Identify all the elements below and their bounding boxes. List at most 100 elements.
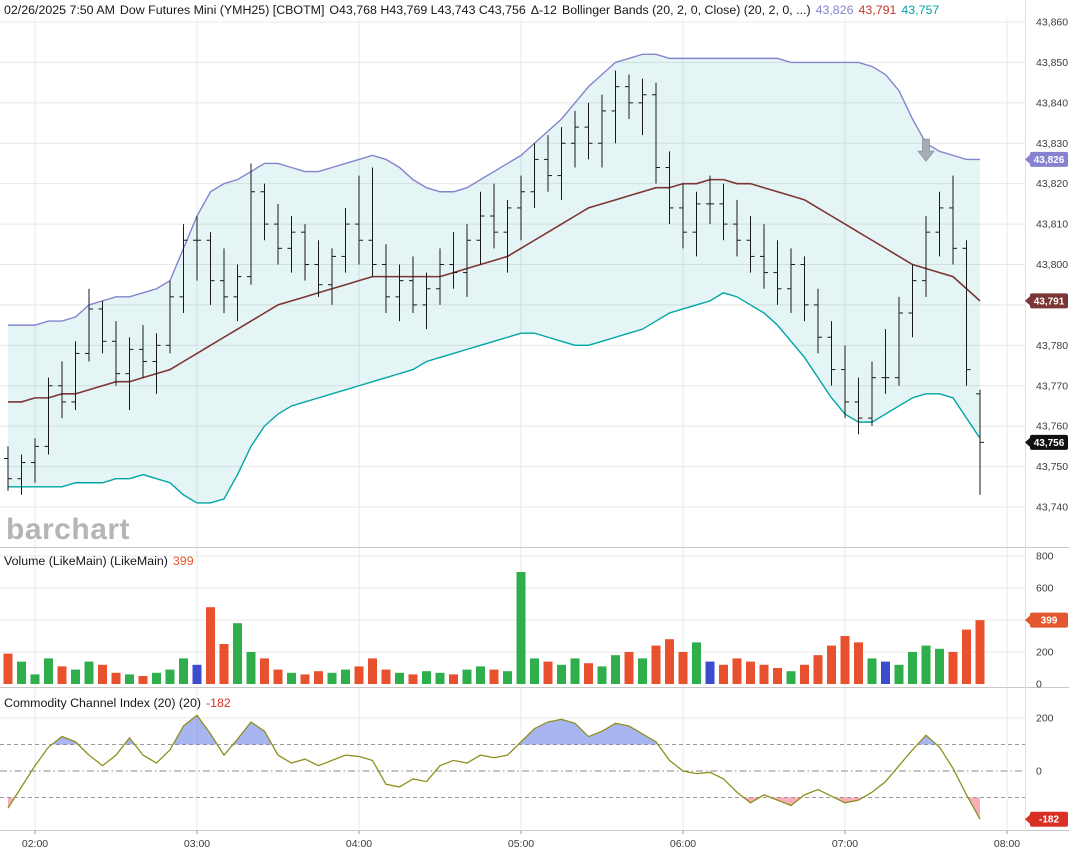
volume-bar bbox=[665, 639, 674, 684]
middle-band-badge bbox=[1030, 293, 1068, 309]
volume-bar bbox=[786, 671, 796, 684]
volume-bar bbox=[678, 652, 688, 684]
volume-bar bbox=[773, 668, 782, 684]
volume-bar bbox=[422, 671, 431, 684]
volume-bar bbox=[30, 674, 40, 684]
y-axis-tick-label: 43,750 bbox=[1036, 461, 1068, 473]
volume-bar bbox=[300, 674, 310, 684]
header-lower-band-value: 43,757 bbox=[901, 3, 940, 17]
cci-badge bbox=[1030, 811, 1068, 827]
volume-bar bbox=[921, 645, 931, 684]
y-axis-tick-label: 43,740 bbox=[1036, 502, 1068, 514]
volume-bar bbox=[3, 653, 13, 684]
volume-bar bbox=[84, 661, 94, 684]
volume-bar bbox=[962, 629, 971, 684]
volume-bar bbox=[881, 661, 890, 684]
upper-band-badge-tip bbox=[1025, 153, 1031, 165]
volume-bar bbox=[381, 669, 391, 684]
volume-bar bbox=[449, 674, 458, 684]
cci-axis-tick-label: 200 bbox=[1036, 713, 1054, 725]
x-axis-label: 02:00 bbox=[22, 838, 48, 850]
cci-axis-tick-label: 0 bbox=[1036, 766, 1042, 778]
y-axis-tick-label: 43,770 bbox=[1036, 380, 1068, 392]
y-axis-tick-label: 43,850 bbox=[1036, 57, 1068, 69]
volume-bar bbox=[111, 672, 121, 684]
volume-bar bbox=[624, 652, 634, 684]
header-study-label: Bollinger Bands (20, 2, 0, Close) (20, 2… bbox=[561, 3, 811, 17]
volume-bar bbox=[17, 661, 26, 684]
upper-band-badge-text: 43,826 bbox=[1034, 155, 1065, 166]
volume-axis-tick-label: 200 bbox=[1036, 647, 1054, 659]
volume-bar bbox=[395, 672, 404, 684]
volume-bar bbox=[516, 572, 526, 684]
volume-bar bbox=[489, 669, 499, 684]
volume-bar bbox=[125, 674, 134, 684]
header-datetime: 02/26/2025 7:50 AM bbox=[4, 3, 115, 17]
volume-badge-text: 399 bbox=[1041, 616, 1058, 627]
volume-current-value: 399 bbox=[172, 554, 194, 568]
volume-bar bbox=[354, 666, 364, 684]
volume-bar bbox=[827, 645, 836, 684]
volume-bar bbox=[192, 664, 202, 684]
volume-bar bbox=[152, 672, 161, 684]
volume-bar bbox=[462, 669, 472, 684]
volume-bar bbox=[570, 658, 580, 684]
volume-bar bbox=[935, 648, 944, 684]
header-change: Δ-12 bbox=[530, 3, 557, 17]
volume-bar bbox=[408, 674, 418, 684]
y-axis-tick-label: 43,800 bbox=[1036, 259, 1068, 271]
x-axis-label: 07:00 bbox=[832, 838, 858, 850]
volume-bar bbox=[732, 658, 742, 684]
last-price-badge-tip bbox=[1025, 436, 1031, 448]
volume-bar bbox=[813, 655, 823, 684]
volume-bar bbox=[179, 658, 188, 684]
volume-bar bbox=[273, 669, 283, 684]
volume-bar bbox=[219, 644, 229, 684]
header-upper-band-value: 43,826 bbox=[815, 3, 854, 17]
volume-study-label: Volume (LikeMain) (LikeMain) bbox=[4, 554, 168, 568]
cci-overbought-fill bbox=[8, 715, 980, 745]
volume-bar bbox=[746, 661, 755, 684]
volume-bar bbox=[759, 664, 769, 684]
volume-bar bbox=[651, 645, 661, 684]
volume-bar bbox=[584, 663, 593, 684]
volume-bar bbox=[260, 658, 269, 684]
volume-panel-header: Volume (LikeMain) (LikeMain) 399 bbox=[4, 554, 199, 568]
volume-bar bbox=[854, 642, 863, 684]
volume-bar bbox=[476, 666, 485, 684]
main-chart-header: 02/26/2025 7:50 AM Dow Futures Mini (YMH2… bbox=[4, 3, 944, 17]
volume-bar bbox=[233, 623, 242, 684]
volume-axis-tick-label: 800 bbox=[1036, 551, 1054, 563]
volume-bar bbox=[692, 642, 701, 684]
middle-band-badge-tip bbox=[1025, 295, 1031, 307]
volume-axis-tick-label: 0 bbox=[1036, 679, 1042, 691]
cci-current-value: -182 bbox=[205, 696, 231, 710]
volume-bar bbox=[98, 664, 107, 684]
x-axis-label: 05:00 bbox=[508, 838, 534, 850]
volume-bar bbox=[435, 672, 445, 684]
y-axis-tick-label: 43,760 bbox=[1036, 421, 1068, 433]
middle-band-badge-text: 43,791 bbox=[1034, 296, 1065, 307]
volume-bar bbox=[44, 658, 53, 684]
cci-line bbox=[7, 714, 981, 820]
volume-bar bbox=[530, 658, 539, 684]
volume-bar bbox=[719, 664, 728, 684]
volume-bar bbox=[287, 672, 296, 684]
last-price-badge-text: 43,756 bbox=[1034, 438, 1065, 449]
x-axis-label: 03:00 bbox=[184, 838, 210, 850]
volume-bar bbox=[165, 669, 175, 684]
cci-study-label: Commodity Channel Index (20) (20) bbox=[4, 696, 201, 710]
upper-band-badge bbox=[1030, 151, 1068, 167]
cci-panel-header: Commodity Channel Index (20) (20) -182 bbox=[4, 696, 236, 710]
barchart-watermark-logo: barchart bbox=[6, 513, 131, 546]
volume-bar bbox=[840, 636, 850, 684]
volume-bar bbox=[638, 658, 647, 684]
volume-bar bbox=[138, 676, 148, 684]
x-axis-label: 06:00 bbox=[670, 838, 696, 850]
y-axis-tick-label: 43,820 bbox=[1036, 178, 1068, 190]
volume-bar bbox=[894, 664, 904, 684]
volume-bar bbox=[705, 661, 715, 684]
volume-bar bbox=[503, 671, 512, 684]
